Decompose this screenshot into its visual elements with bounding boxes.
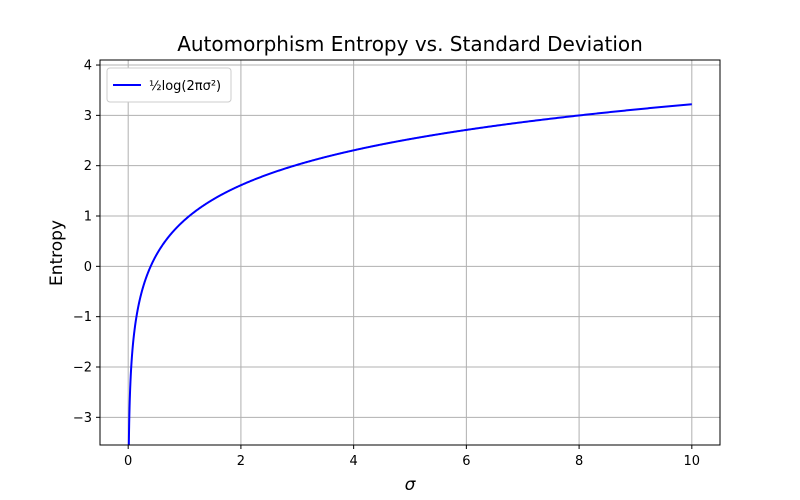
grid-lines <box>100 60 720 445</box>
x-axis-label: σ <box>405 475 417 495</box>
y-tick-label: −1 <box>73 310 92 325</box>
y-tick-label: 2 <box>84 159 92 174</box>
y-tick-label: 4 <box>84 59 92 74</box>
y-tick-label: −3 <box>73 411 92 426</box>
plot-frame <box>99 59 721 446</box>
y-tick-label: −2 <box>73 360 92 375</box>
legend: ½log(2πσ²) <box>106 67 232 103</box>
legend-box <box>106 67 232 103</box>
axis-ticks: 0 2 4 6 8 10 −3 −2 −1 0 1 2 3 4 <box>73 59 700 469</box>
y-tick-label: 1 <box>84 210 92 225</box>
series-line-0 <box>127 103 692 445</box>
x-tick-label: 6 <box>462 454 470 469</box>
x-tick-label: 8 <box>575 454 583 469</box>
x-tick-label: 10 <box>684 454 701 469</box>
y-tick-label: 0 <box>84 260 92 275</box>
y-tick-label: 3 <box>84 109 92 124</box>
x-tick-label: 2 <box>237 454 245 469</box>
legend-label: ½log(2πσ²) <box>149 79 221 94</box>
y-axis-label: Entropy <box>47 220 67 286</box>
chart-title: Automorphism Entropy vs. Standard Deviat… <box>177 32 643 56</box>
x-tick-label: 0 <box>124 454 132 469</box>
x-tick-label: 4 <box>349 454 357 469</box>
plot-area <box>127 103 692 445</box>
